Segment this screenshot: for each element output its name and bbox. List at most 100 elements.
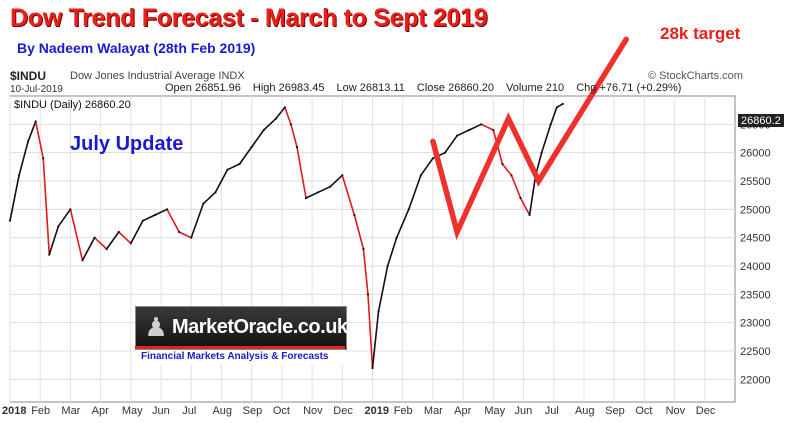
x-axis: 2018 Feb Mar Apr May Jun Jul Aug Sep Oct Nov Dec 201… <box>2 405 716 417</box>
price-point <box>178 230 181 234</box>
x-tick-label: May <box>484 405 505 417</box>
price-point <box>8 219 12 222</box>
price-segment <box>305 191 319 199</box>
change-value: Chg +76.71 (+0.29%) <box>576 82 682 94</box>
price-segment <box>263 118 277 131</box>
price-point <box>455 134 459 137</box>
price-point <box>295 145 299 149</box>
low-value: Low 26813.11 <box>336 82 405 94</box>
y-tick-label: 23000 <box>740 318 771 330</box>
price-point <box>117 230 120 234</box>
price-segment <box>178 231 192 239</box>
price-segment <box>18 141 29 176</box>
price-point <box>480 123 483 126</box>
price-segment <box>362 248 369 295</box>
y-tick-label: 22500 <box>740 346 771 358</box>
x-tick-label: Oct <box>635 405 652 417</box>
price-point <box>395 236 398 239</box>
page-title: Dow Trend Forecast - March to Sept 2019 <box>10 4 488 32</box>
price-segment <box>510 175 522 199</box>
logo-name: MarketOracle.co.uk <box>172 316 348 338</box>
x-tick-label: Feb <box>31 405 50 417</box>
y-tick-label: 26000 <box>740 148 771 160</box>
grid <box>9 96 735 402</box>
close-value: Close 26860.20 <box>416 82 494 94</box>
price-segment <box>468 123 482 131</box>
price-point <box>42 157 45 160</box>
price-point <box>141 219 145 222</box>
price-segment <box>106 231 120 250</box>
x-tick-label: Mar <box>424 405 443 417</box>
price-point <box>238 162 241 166</box>
price-segment <box>275 106 286 120</box>
price-point <box>341 174 344 177</box>
y-tick-label: 25000 <box>740 204 771 216</box>
price-point <box>153 213 157 217</box>
price-point <box>540 151 543 154</box>
logo-box: ♟ MarketOracle.co.uk <box>135 306 348 350</box>
chart-annotation: July Update <box>70 133 183 155</box>
price-point <box>165 208 169 211</box>
x-tick-label: Nov <box>303 405 323 417</box>
price-segment <box>407 175 422 210</box>
price-point <box>407 208 410 211</box>
price-segment <box>317 185 331 194</box>
series-legend: $INDU (Daily) 26860.20 <box>14 99 131 111</box>
author-byline: By Nadeem Walayat (28th Feb 2019) <box>17 40 256 56</box>
price-point <box>81 259 84 262</box>
price-segment <box>540 124 552 153</box>
y-tick-label: 24000 <box>740 261 771 273</box>
x-tick-label: Aug <box>575 405 595 417</box>
price-segment <box>444 135 458 154</box>
price-point <box>431 157 435 160</box>
price-segment <box>353 214 365 250</box>
price-point <box>226 168 229 171</box>
x-tick-label: Nov <box>666 405 686 417</box>
x-tick-label: Dec <box>696 405 716 417</box>
last-value-label: 26860.2 <box>741 115 781 127</box>
x-tick-label: Apr <box>92 405 109 417</box>
quote-summary: Open 26851.96 High 26983.45 Low 26813.11… <box>165 82 690 94</box>
price-segment <box>9 175 20 221</box>
x-tick-label: May <box>122 405 143 417</box>
price-segment <box>528 175 537 216</box>
price-segment <box>154 208 168 216</box>
price-point <box>329 185 332 188</box>
quote-date: 10-Jul-2019 <box>10 84 63 95</box>
price-point <box>202 202 205 205</box>
x-tick-label: Feb <box>394 405 413 417</box>
high-value: High 26983.45 <box>252 82 325 94</box>
price-segment <box>166 208 180 233</box>
price-segment <box>34 121 45 159</box>
price-point <box>34 120 37 123</box>
price-point <box>510 174 513 177</box>
price-segment <box>519 197 531 216</box>
x-tick-label: 2018 <box>2 405 26 417</box>
x-tick-label: Sep <box>605 405 625 417</box>
y-tick-label: 24500 <box>740 233 771 245</box>
y-axis: 22000 22500 23000 23500 24000 24500 25000 25500… <box>740 119 771 386</box>
price-segment <box>556 103 564 109</box>
price-segment <box>549 107 558 125</box>
price-point <box>250 145 253 149</box>
price-segment <box>57 208 72 227</box>
price-point <box>492 128 495 132</box>
x-tick-label: Jul <box>545 405 559 417</box>
x-tick-label: Jul <box>182 405 196 417</box>
price-point <box>371 366 374 370</box>
price-segment <box>290 124 298 148</box>
price-segment <box>214 169 229 193</box>
price-point <box>519 196 522 200</box>
price-segment <box>94 237 108 250</box>
x-tick-label: Dec <box>333 405 353 417</box>
price-segment <box>48 226 60 255</box>
price-point <box>386 264 389 268</box>
price-point <box>353 213 356 217</box>
price-segment <box>238 146 253 165</box>
price-point <box>27 140 30 143</box>
price-point <box>274 117 277 120</box>
logo-tagline: Financial Markets Analysis & Forecasts <box>141 351 329 362</box>
price-segment <box>395 209 410 238</box>
open-value: Open 26851.96 <box>165 82 241 94</box>
price-point <box>283 106 286 109</box>
